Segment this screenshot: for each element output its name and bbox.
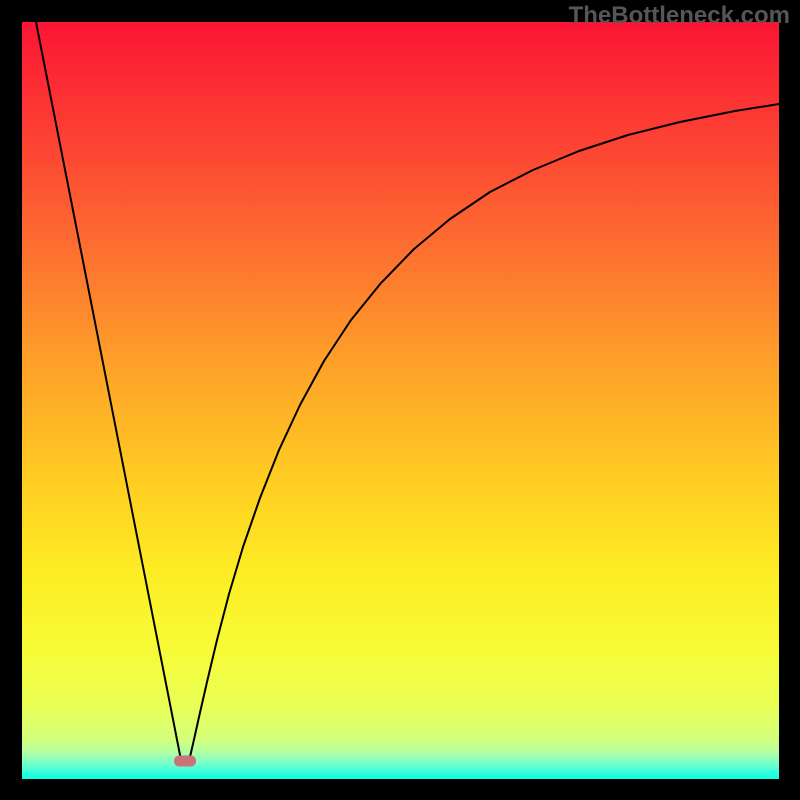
minimum-marker bbox=[174, 756, 196, 767]
chart-container: { "chart": { "type": "line", "canvas": {… bbox=[0, 0, 800, 800]
gradient-background bbox=[22, 22, 779, 779]
watermark: TheBottleneck.com bbox=[569, 2, 790, 30]
bottleneck-chart bbox=[22, 22, 779, 779]
